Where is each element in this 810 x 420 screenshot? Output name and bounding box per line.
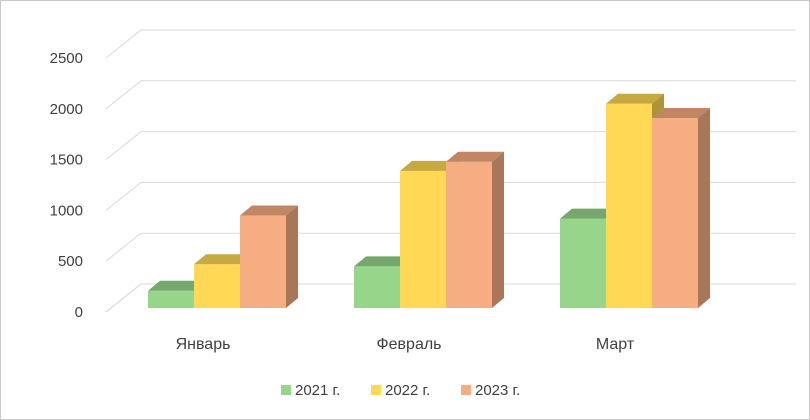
x-axis: Январь Февраль Март bbox=[176, 336, 635, 353]
bar-front bbox=[148, 290, 194, 308]
bar-top bbox=[240, 205, 298, 216]
gridline bbox=[105, 80, 796, 110]
y-tick-label: 1500 bbox=[50, 152, 83, 169]
legend-swatch bbox=[371, 385, 381, 395]
bar-side bbox=[698, 108, 710, 309]
bar-side bbox=[286, 205, 298, 308]
bar-front bbox=[446, 161, 492, 308]
bar bbox=[446, 151, 504, 308]
legend-label: 2022 г. bbox=[385, 382, 430, 399]
gridline bbox=[105, 181, 796, 211]
gridlines bbox=[105, 29, 796, 313]
y-tick-label: 1000 bbox=[50, 202, 83, 219]
legend-entry: 2021 г. bbox=[281, 382, 340, 399]
bar bbox=[652, 108, 710, 309]
bar-front bbox=[652, 118, 698, 309]
y-tick-label: 2500 bbox=[50, 50, 83, 67]
gridline bbox=[105, 131, 796, 160]
bar bbox=[240, 205, 298, 308]
y-tick-label: 0 bbox=[75, 304, 83, 321]
legend-entry: 2023 г. bbox=[461, 382, 520, 399]
legend-swatch bbox=[281, 385, 291, 395]
bar-top bbox=[560, 208, 618, 219]
legend-swatch bbox=[461, 385, 471, 395]
bar-front bbox=[400, 170, 446, 308]
bar-top bbox=[400, 160, 458, 171]
bar-front bbox=[606, 103, 652, 308]
legend: 2021 г. 2022 г. 2023 г. bbox=[281, 382, 520, 399]
bar-front bbox=[560, 218, 606, 308]
bar-top bbox=[652, 108, 710, 119]
y-tick-label: 2000 bbox=[50, 101, 83, 118]
bar-front bbox=[240, 215, 286, 308]
bar-top bbox=[194, 254, 252, 265]
bar-front bbox=[194, 264, 240, 308]
legend-label: 2021 г. bbox=[295, 382, 340, 399]
x-tick-label: Март bbox=[596, 336, 635, 353]
bar-top bbox=[446, 151, 504, 162]
gridline bbox=[105, 29, 796, 59]
bar-side bbox=[492, 151, 504, 308]
x-tick-label: Январь bbox=[176, 336, 231, 353]
bar-top bbox=[354, 256, 412, 267]
legend-entry: 2022 г. bbox=[371, 382, 430, 399]
x-tick-label: Февраль bbox=[376, 336, 441, 353]
bar-top bbox=[606, 93, 664, 104]
legend-label: 2023 г. bbox=[475, 382, 520, 399]
bar-top bbox=[148, 280, 206, 291]
y-tick-label: 500 bbox=[58, 253, 83, 270]
bar-front bbox=[354, 266, 400, 308]
bars bbox=[148, 93, 710, 309]
y-axis: 0 500 1000 1500 2000 2500 bbox=[50, 50, 83, 321]
